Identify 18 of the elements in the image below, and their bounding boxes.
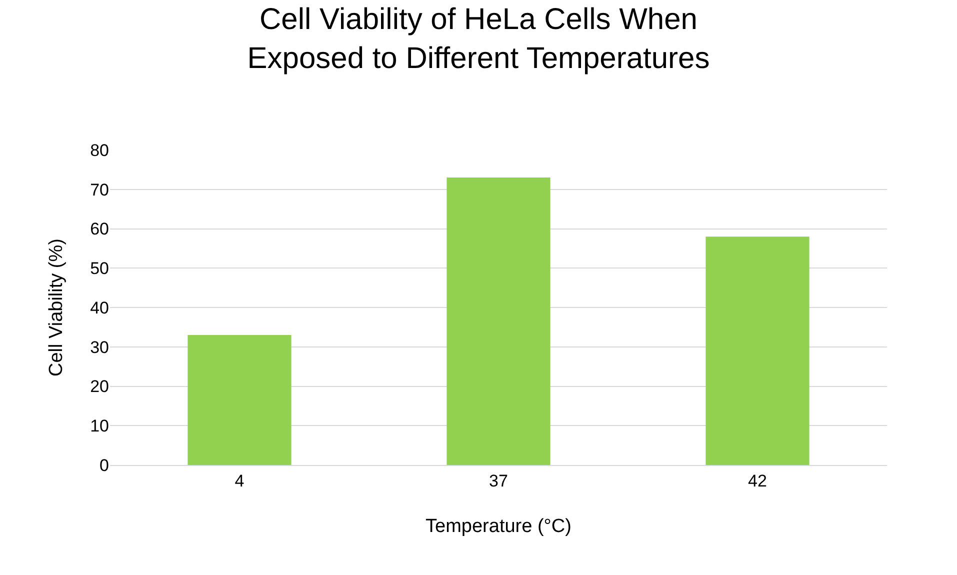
x-tick-label: 37 (489, 471, 508, 490)
y-tick-label: 80 (90, 140, 109, 160)
chart-title: Cell Viability of HeLa Cells When Exposed to Different Temperatures (247, 2, 710, 75)
y-tick-label: 60 (90, 220, 109, 239)
x-tick-label: 42 (748, 471, 767, 490)
x-axis-title: Temperature (°C) (426, 516, 572, 537)
y-tick-label: 50 (90, 259, 109, 278)
y-tick-label: 40 (90, 298, 109, 318)
y-tick-label: 70 (90, 180, 109, 200)
y-axis-title: Cell Viability (%) (46, 238, 67, 376)
y-tick-label: 30 (90, 338, 109, 357)
bar (706, 236, 810, 465)
bar (446, 178, 550, 465)
x-tick-label: 4 (234, 471, 244, 490)
y-tick-label: 10 (90, 416, 109, 436)
y-tick-label: 0 (100, 456, 109, 475)
bar (188, 335, 292, 465)
y-tick-label: 20 (90, 377, 109, 396)
